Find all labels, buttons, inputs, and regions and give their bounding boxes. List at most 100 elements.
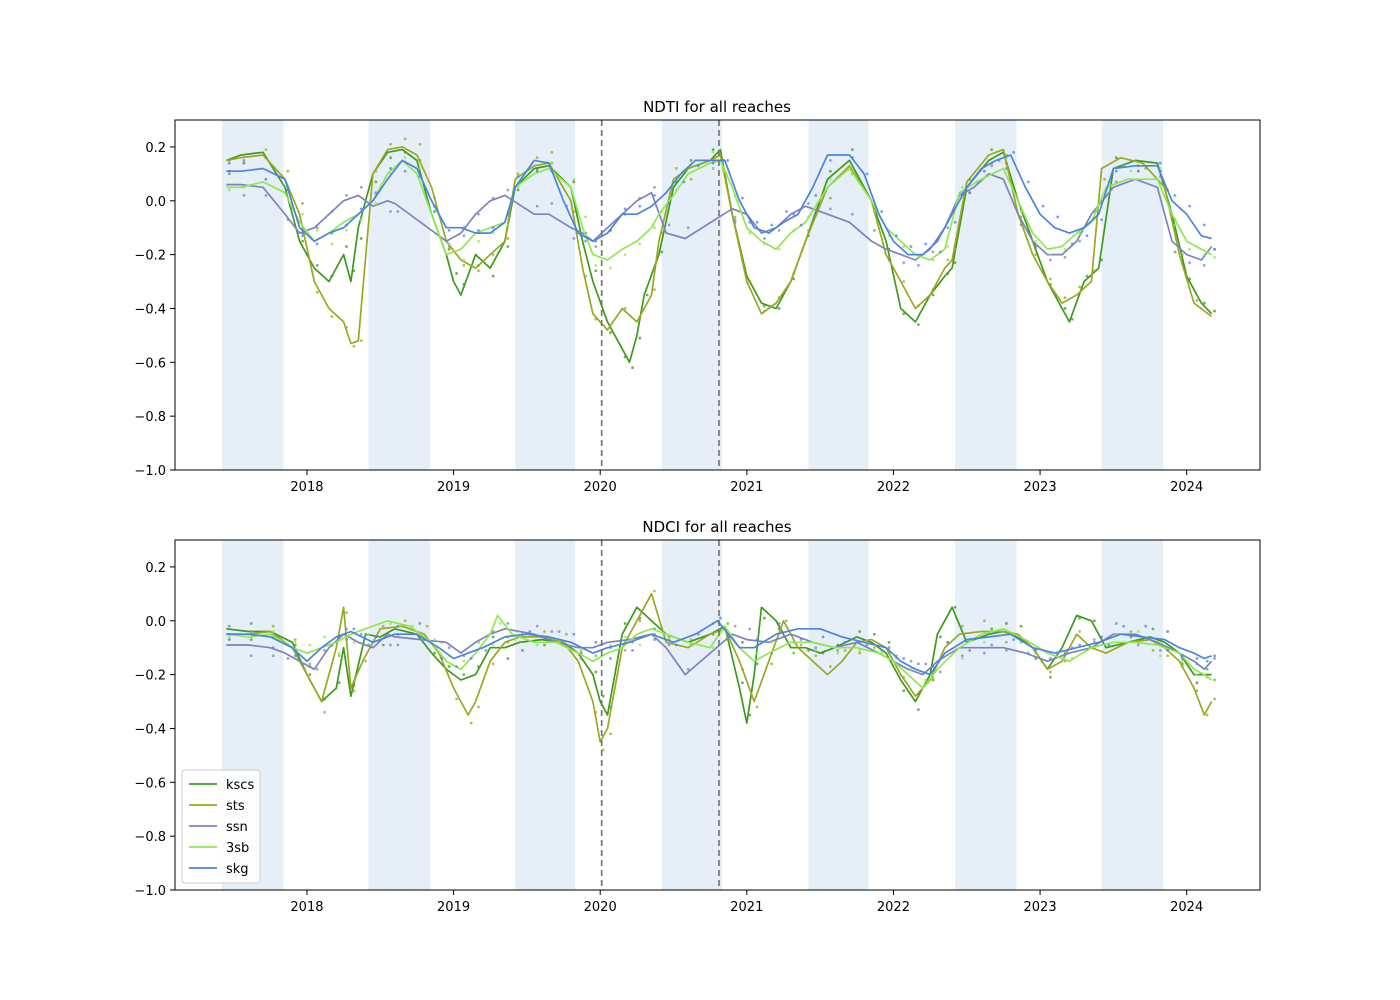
ndti-point-kscs	[828, 169, 832, 173]
ndti-point-ssn	[1188, 261, 1192, 265]
ndti-point-sts	[352, 344, 356, 348]
ndti-point-ssn	[777, 228, 781, 232]
ndti-point-ssn	[345, 193, 348, 197]
ndti-point-skg	[894, 234, 898, 238]
ndci-point-kscs	[763, 616, 766, 620]
ndti-point-sts	[315, 290, 319, 294]
ndti-point-3sb	[550, 161, 554, 165]
ndti-point-ssn	[931, 250, 935, 254]
ndci-point-sts	[455, 697, 458, 701]
ndti-axes-frame	[174, 119, 1261, 471]
ndti-point-sts	[389, 142, 392, 146]
ndti-point-kscs	[389, 156, 392, 160]
ndci-point-skg	[931, 665, 935, 668]
ndti-point-ssn	[807, 202, 810, 205]
ndti-point-kscs	[792, 277, 796, 281]
ndti-point-ssn	[584, 239, 587, 243]
ndci-x-tick-label: 2019	[437, 900, 470, 915]
ndti-point-sts	[550, 150, 554, 154]
ndti-point-kscs	[990, 148, 994, 152]
ndti-x-tick-label: 2021	[730, 480, 763, 495]
ndti-point-sts	[491, 253, 495, 257]
ndti-point-3sb	[1213, 255, 1216, 259]
ndti-point-ssn	[1034, 247, 1038, 251]
legend-box	[181, 769, 261, 884]
ndti-title: NDTI for all reaches	[643, 98, 791, 116]
ndti-panel: NDTI for all reaches 2018 2019 2020 2021 202…	[134, 98, 1261, 495]
ndti-point-skg	[755, 220, 759, 224]
ndti-point-kscs	[1085, 274, 1089, 278]
ndci-point-kscs	[433, 651, 436, 655]
ndci-point-3sb	[1136, 630, 1140, 633]
ndci-point-ssn	[1114, 622, 1118, 625]
ndti-point-ssn	[447, 245, 451, 248]
ndci-point-kscs	[748, 713, 752, 717]
ndti-point-skg	[1026, 180, 1030, 184]
ndci-point-3sb	[711, 646, 715, 650]
ndci-point-ssn	[982, 651, 986, 655]
ndti-point-kscs	[902, 312, 906, 316]
ndti-point-3sb	[594, 263, 598, 267]
ndti-point-ssn	[315, 226, 319, 230]
ndti-x-tick-label: 2022	[877, 480, 910, 495]
ndti-point-3sb	[653, 226, 656, 230]
ndci-line-skg	[226, 619, 1212, 676]
ndti-y-tick-label: −0.4	[134, 302, 166, 317]
ndci-x-tick-label: 2024	[1170, 900, 1203, 915]
ndti-point-skg	[374, 191, 378, 195]
ndti-point-skg	[359, 207, 363, 211]
ndti-point-sts	[359, 339, 363, 343]
ndci-shaded-span-1	[368, 540, 431, 890]
ndci-point-sts	[345, 611, 348, 615]
ndti-point-3sb	[477, 239, 480, 243]
ndti-point-ssn	[396, 210, 400, 213]
ndci-point-skg	[741, 640, 744, 644]
ndci-point-skg	[249, 622, 253, 625]
ndci-point-3sb	[433, 638, 436, 642]
ndci-point-3sb	[638, 643, 642, 647]
ndci-point-skg	[968, 648, 972, 652]
ndti-point-skg	[682, 180, 686, 184]
ndti-point-sts	[609, 331, 612, 335]
ndci-point-sts	[308, 662, 312, 666]
ndti-point-ssn	[1048, 258, 1052, 262]
ndti-point-sts	[242, 153, 246, 157]
ndci-point-3sb	[352, 640, 356, 644]
ndti-point-sts	[264, 148, 268, 152]
ndti-point-kscs	[631, 366, 634, 370]
ndti-point-3sb	[902, 245, 906, 248]
ndci-point-kscs	[1166, 630, 1170, 633]
ndci-point-skg	[821, 635, 825, 639]
ndti-point-sts	[1092, 269, 1096, 273]
ndci-point-3sb	[609, 643, 612, 647]
ndti-point-kscs	[689, 158, 693, 162]
ndti-point-3sb	[872, 210, 876, 213]
ndti-point-sts	[516, 172, 520, 176]
ndti-point-3sb	[315, 228, 319, 232]
ndti-point-skg	[516, 175, 520, 178]
ndti-point-3sb	[1034, 239, 1038, 243]
ndti-point-ssn	[572, 237, 576, 240]
ndti-point-3sb	[462, 258, 466, 262]
ndti-point-skg	[785, 210, 788, 213]
ndti-point-sts	[828, 196, 832, 200]
ndci-point-sts	[381, 624, 385, 628]
ndci-point-skg	[1122, 624, 1126, 628]
ndti-point-sts	[1180, 253, 1184, 257]
ndci-point-sts	[916, 694, 920, 698]
ndti-line-sts	[226, 146, 1213, 345]
ndci-point-ssn	[733, 624, 737, 628]
ndti-point-kscs	[638, 336, 642, 340]
ndti-point-3sb	[828, 177, 832, 181]
ndci-point-sts	[1166, 654, 1170, 658]
ndci-point-skg	[946, 640, 950, 644]
ndci-point-kscs	[308, 673, 312, 677]
ndci-point-ssn	[814, 646, 818, 650]
ndci-point-skg	[1144, 624, 1148, 628]
ndci-point-kscs	[447, 665, 451, 668]
ndti-point-sts	[1078, 285, 1082, 289]
ndci-point-skg	[271, 646, 275, 650]
ndti-point-kscs	[931, 293, 935, 297]
ndci-point-sts	[565, 632, 568, 636]
ndti-point-kscs	[315, 263, 319, 267]
